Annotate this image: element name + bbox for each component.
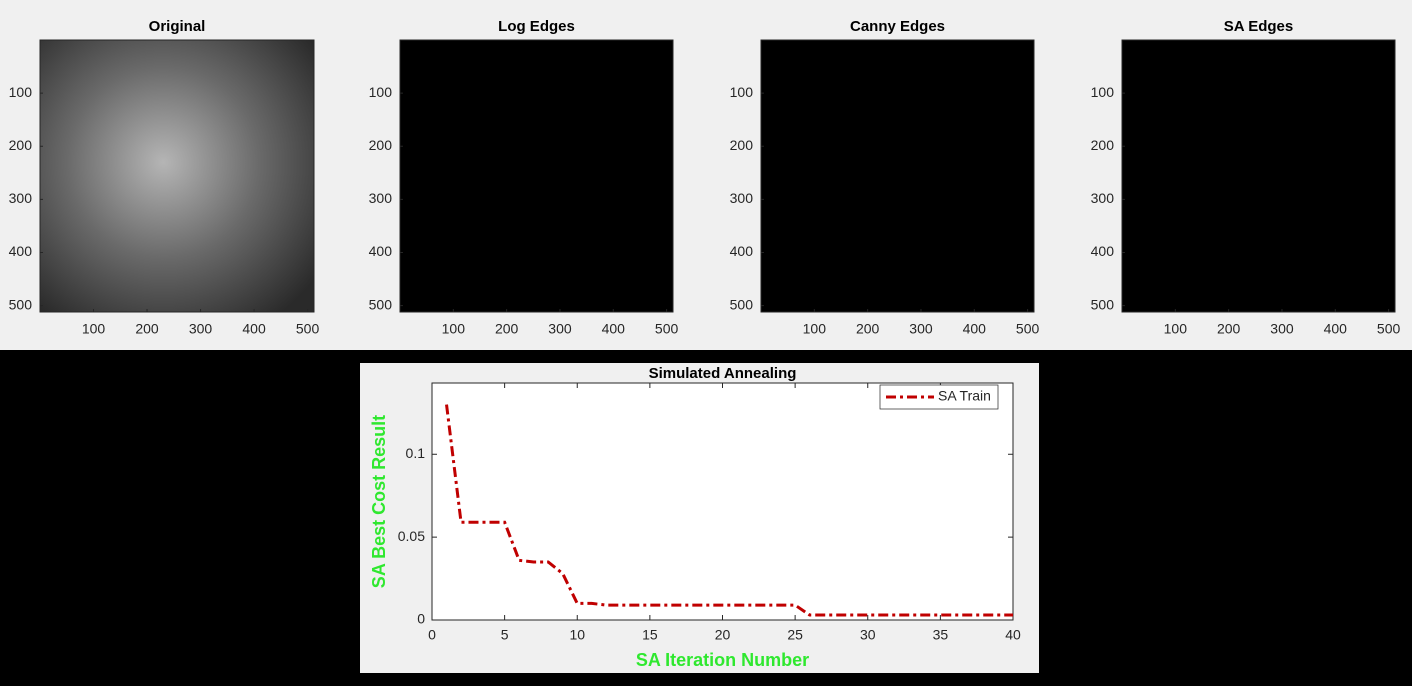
image	[40, 40, 314, 312]
y-tick-label: 0.05	[398, 528, 425, 544]
x-tick-label: 200	[1217, 321, 1241, 337]
y-tick-label: 0.1	[406, 445, 426, 461]
x-tick-label: 25	[787, 627, 803, 643]
x-tick-label: 500	[296, 321, 320, 337]
axes-background	[431, 382, 1014, 621]
y-axis-label: SA Best Cost Result	[369, 415, 389, 588]
x-tick-label: 100	[442, 321, 466, 337]
axes-box	[1121, 39, 1396, 313]
x-tick-label: 500	[1016, 321, 1040, 337]
y-tick-label: 200	[9, 137, 33, 153]
x-tick-label: 200	[135, 321, 159, 337]
x-tick-label: 400	[242, 321, 266, 337]
x-tick-label: 5	[501, 627, 509, 643]
axes-title: Canny Edges	[850, 18, 945, 35]
axes-title: SA Edges	[1224, 18, 1293, 35]
x-tick-label: 15	[642, 627, 658, 643]
y-tick-label: 100	[730, 84, 754, 100]
y-tick-label: 400	[730, 243, 754, 259]
data-line	[445, 404, 1013, 617]
axes-box	[39, 39, 315, 313]
y-tick-label: 500	[369, 296, 393, 312]
x-tick-label: 40	[1005, 627, 1021, 643]
x-tick-label: 500	[655, 321, 679, 337]
x-tick-label: 200	[495, 321, 519, 337]
x-tick-label: 20	[715, 627, 731, 643]
axes-title: Original	[149, 18, 206, 35]
y-tick-label: 500	[730, 296, 754, 312]
y-tick-label: 400	[369, 243, 393, 259]
y-tick-label: 300	[1091, 190, 1115, 206]
x-axis-label: SA Iteration Number	[636, 650, 809, 670]
x-tick-label: 200	[856, 321, 880, 337]
y-tick-label: 300	[369, 190, 393, 206]
x-tick-label: 0	[428, 627, 436, 643]
y-tick-label: 200	[730, 137, 754, 153]
x-tick-label: 400	[602, 321, 626, 337]
y-tick-label: 100	[1091, 84, 1115, 100]
y-tick-label: 200	[369, 137, 393, 153]
x-tick-label: 100	[82, 321, 106, 337]
image	[400, 40, 673, 312]
legend-label: SA Train	[938, 388, 991, 404]
x-tick-label: 100	[803, 321, 827, 337]
y-tick-label: 0	[417, 611, 425, 627]
y-tick-label: 300	[730, 190, 754, 206]
y-tick-label: 100	[9, 84, 33, 100]
x-tick-label: 300	[189, 321, 213, 337]
x-tick-label: 300	[1270, 321, 1294, 337]
y-tick-label: 100	[369, 84, 393, 100]
y-tick-label: 400	[1091, 243, 1115, 259]
axes-title: Log Edges	[498, 18, 575, 35]
x-tick-label: 300	[548, 321, 572, 337]
y-tick-label: 200	[1091, 137, 1115, 153]
y-tick-label: 400	[9, 243, 33, 259]
x-tick-label: 100	[1164, 321, 1188, 337]
y-tick-label: 500	[1091, 296, 1115, 312]
x-tick-label: 400	[963, 321, 987, 337]
x-tick-label: 35	[933, 627, 949, 643]
legend-box	[879, 384, 999, 410]
axes-box	[760, 39, 1035, 313]
y-tick-label: 500	[9, 296, 33, 312]
axes-title: Simulated Annealing	[649, 365, 797, 382]
x-tick-label: 30	[860, 627, 876, 643]
x-tick-label: 300	[909, 321, 933, 337]
image	[1122, 40, 1395, 312]
axes-box	[399, 39, 674, 313]
x-tick-label: 10	[569, 627, 585, 643]
x-tick-label: 400	[1324, 321, 1348, 337]
x-tick-label: 500	[1377, 321, 1401, 337]
y-tick-label: 300	[9, 190, 33, 206]
image	[761, 40, 1034, 312]
